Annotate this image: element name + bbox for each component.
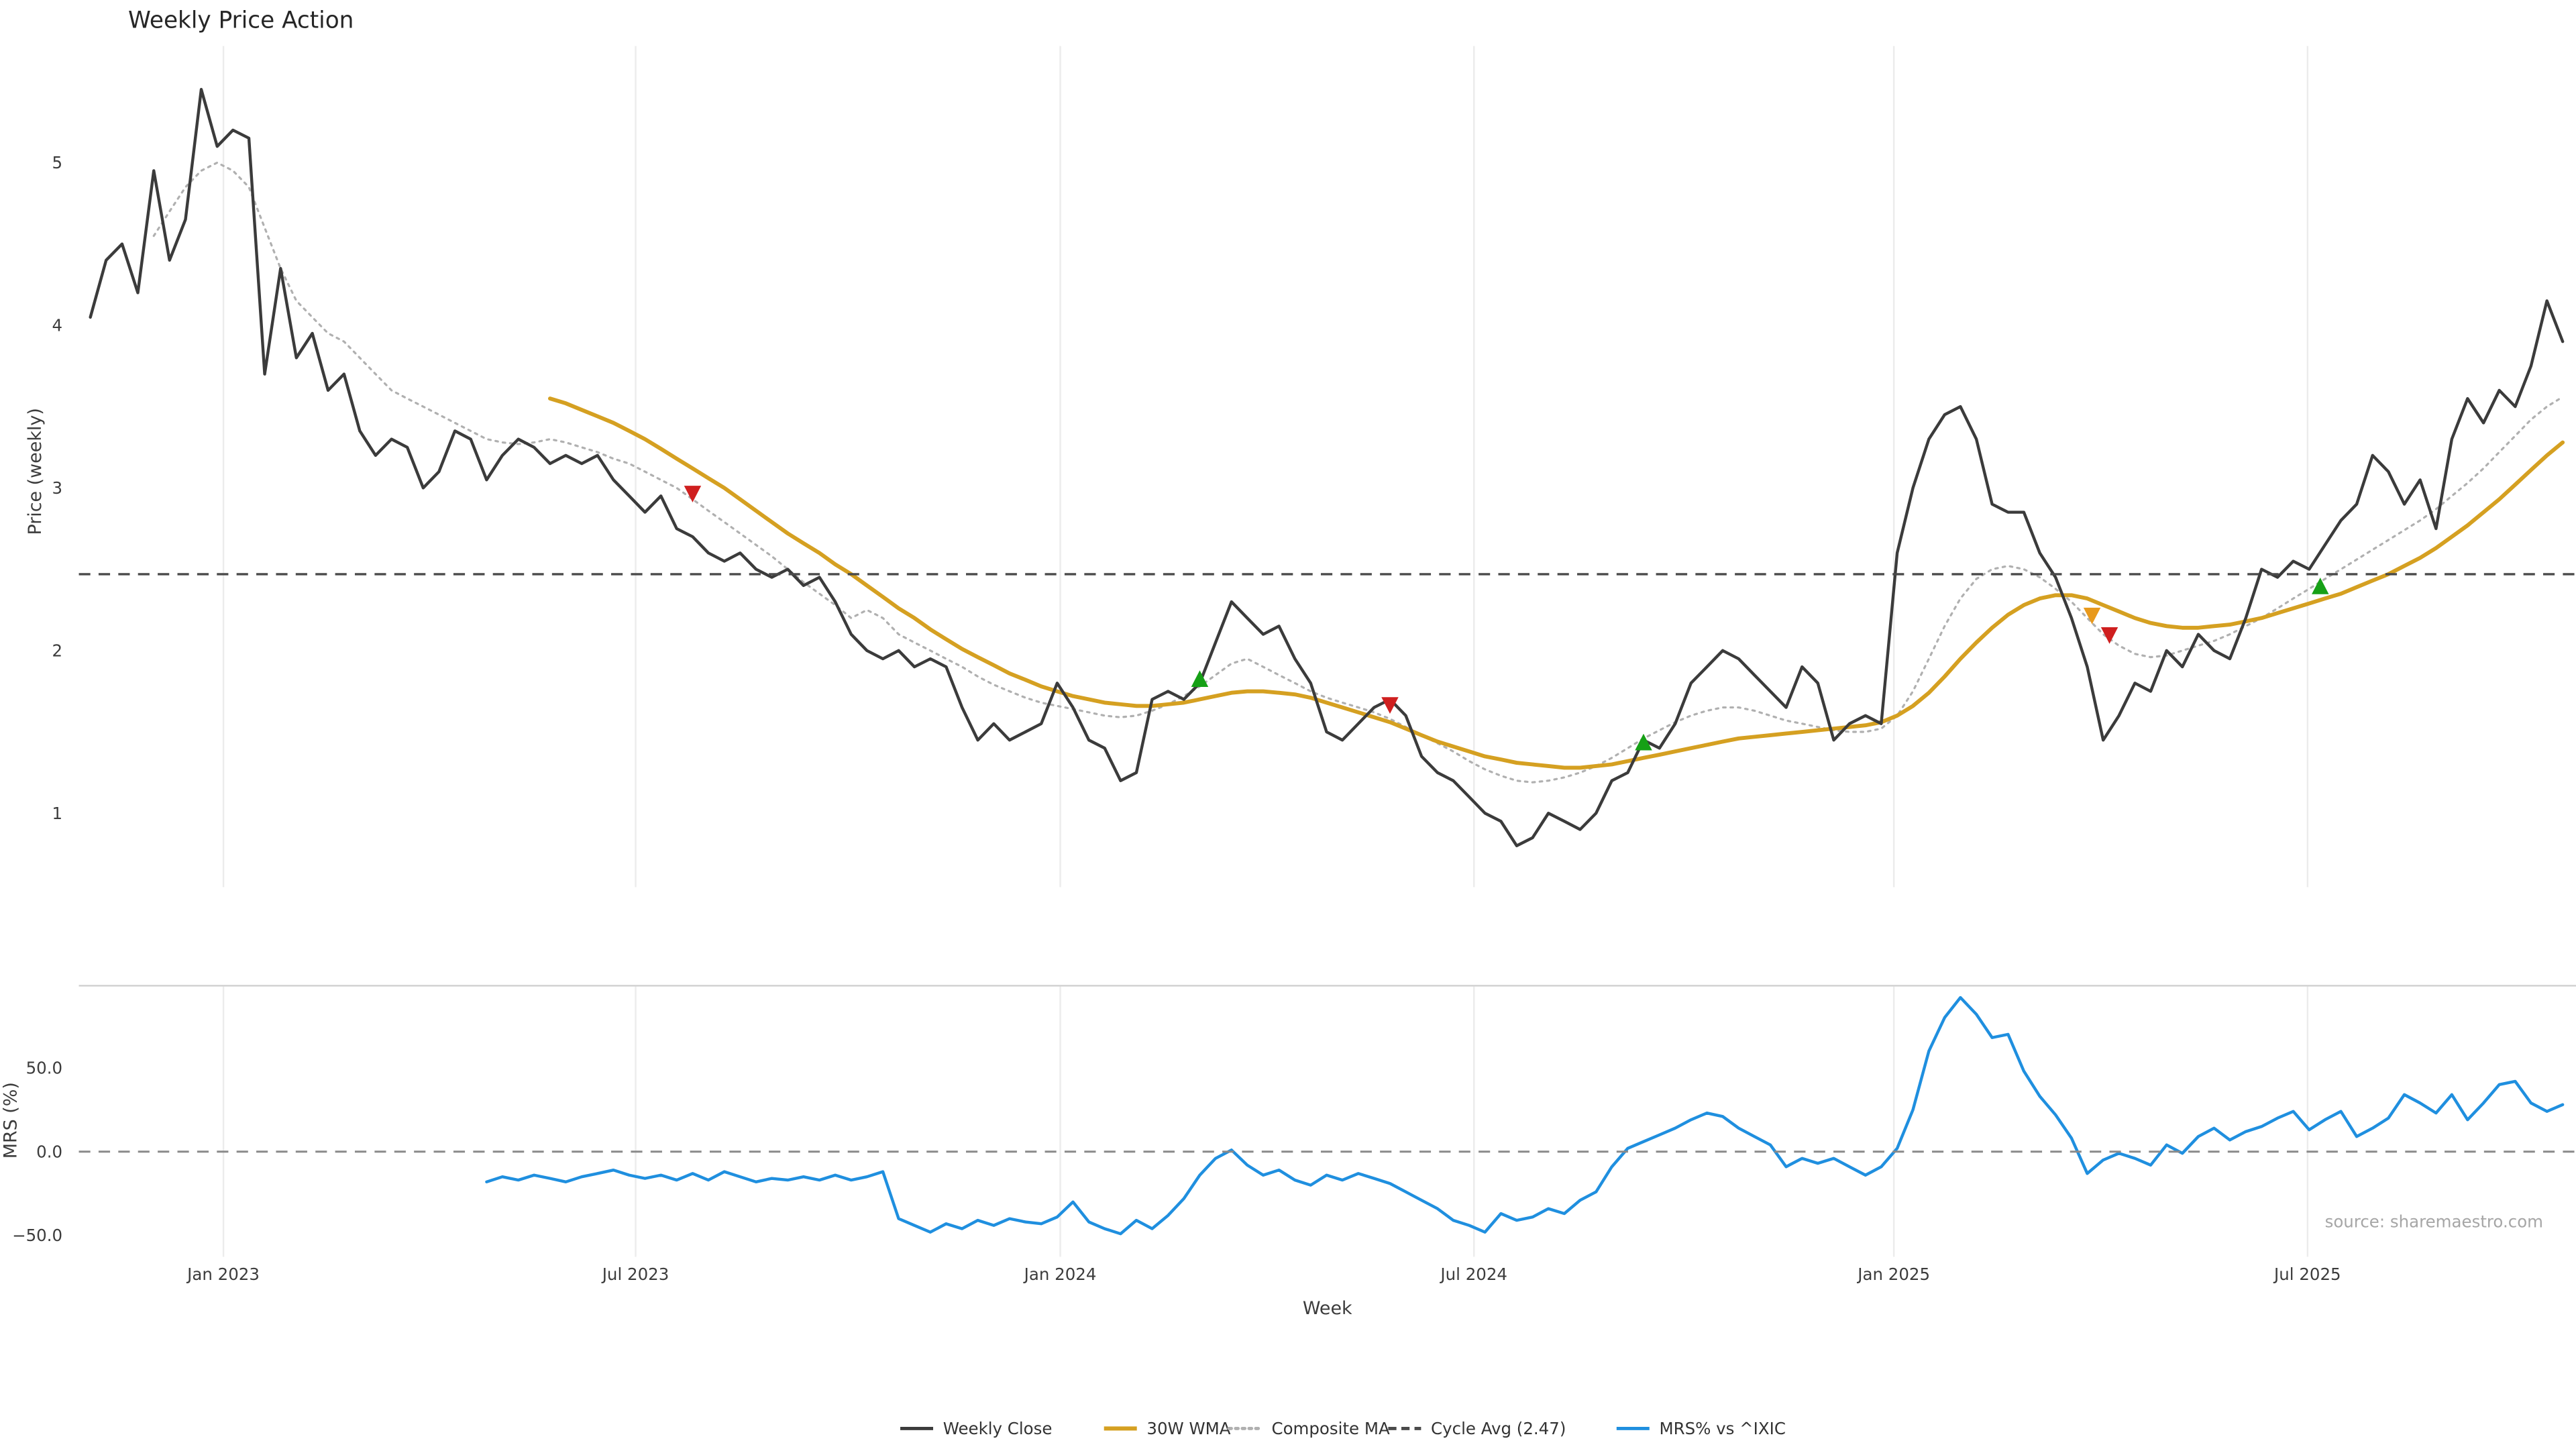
mrs-line [485,996,2565,1236]
mrs-y-tick-labels: −50.0 0.0 50.0 [12,1058,62,1245]
source-credit: source: sharemaestro.com [2325,1212,2543,1231]
chart-legend: Weekly Close 30W WMA Composite MA Cycle Avg… [900,1419,1786,1438]
legend-label: Composite MA [1272,1419,1390,1438]
wma-line [547,396,2565,770]
price-y-tick-label: 3 [52,478,62,498]
mrs-axis-label: MRS (%) [0,1082,21,1159]
legend-label: Cycle Avg (2.47) [1431,1419,1566,1438]
caution-signal-marker [2083,607,2101,625]
price-y-tick-label: 1 [52,804,62,823]
x-tick-label: Jan 2024 [1023,1265,1097,1284]
price-axis-label: Price (weekly) [25,408,46,535]
x-tick-label: Jul 2025 [2273,1265,2341,1284]
mrs-y-tick-label: −50.0 [12,1226,62,1245]
buy-signal-marker [2312,578,2329,594]
buy-signal-marker [1191,670,1209,687]
mrs-y-tick-label: 0.0 [36,1142,62,1161]
x-tick-label: Jul 2023 [601,1265,669,1284]
x-tick-label: Jan 2025 [1856,1265,1930,1284]
legend-label: Weekly Close [943,1419,1053,1438]
signal-markers [684,486,2329,751]
x-tick-label: Jul 2024 [1439,1265,1507,1284]
buy-signal-marker [1635,733,1652,751]
mrs-y-tick-label: 50.0 [26,1058,62,1077]
legend-label: MRS% vs ^IXIC [1659,1419,1785,1438]
sell-signal-marker [684,486,702,502]
x-tick-label: Jan 2023 [186,1265,260,1284]
sell-signal-marker [2100,627,2118,644]
vertical-gridlines [222,46,2309,1257]
price-y-tick-labels: 1 2 3 4 5 [52,153,62,823]
chart-title: Weekly Price Action [128,7,354,34]
sell-signal-marker [1381,697,1399,714]
price-y-tick-label: 4 [52,315,62,335]
composite-ma-line [152,161,2564,784]
weekly-close-line [89,88,2565,847]
x-axis-label: Week [1303,1298,1352,1319]
x-tick-labels: Jan 2023 Jul 2023 Jan 2024 Jul 2024 Jan 2025… [186,1265,2341,1284]
legend-label: 30W WMA [1146,1419,1230,1438]
price-y-tick-label: 2 [52,641,62,660]
price-y-tick-label: 5 [52,153,62,172]
